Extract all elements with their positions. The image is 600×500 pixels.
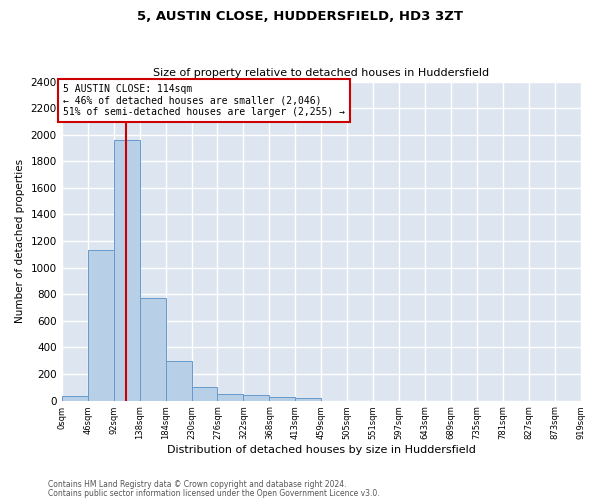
Bar xyxy=(191,388,217,400)
X-axis label: Distribution of detached houses by size in Huddersfield: Distribution of detached houses by size … xyxy=(167,445,476,455)
Text: 5, AUSTIN CLOSE, HUDDERSFIELD, HD3 3ZT: 5, AUSTIN CLOSE, HUDDERSFIELD, HD3 3ZT xyxy=(137,10,463,23)
Title: Size of property relative to detached houses in Huddersfield: Size of property relative to detached ho… xyxy=(153,68,489,78)
Text: 5 AUSTIN CLOSE: 114sqm
← 46% of detached houses are smaller (2,046)
51% of semi-: 5 AUSTIN CLOSE: 114sqm ← 46% of detached… xyxy=(63,84,345,117)
Bar xyxy=(244,396,269,400)
Text: Contains HM Land Registry data © Crown copyright and database right 2024.: Contains HM Land Registry data © Crown c… xyxy=(48,480,347,489)
Bar xyxy=(62,396,88,400)
Bar xyxy=(166,360,191,401)
Bar xyxy=(217,394,244,400)
Text: Contains public sector information licensed under the Open Government Licence v3: Contains public sector information licen… xyxy=(48,488,380,498)
Bar xyxy=(88,250,113,400)
Y-axis label: Number of detached properties: Number of detached properties xyxy=(15,159,25,323)
Bar xyxy=(113,140,140,400)
Bar xyxy=(140,298,166,400)
Bar xyxy=(295,398,321,400)
Bar xyxy=(269,396,295,400)
